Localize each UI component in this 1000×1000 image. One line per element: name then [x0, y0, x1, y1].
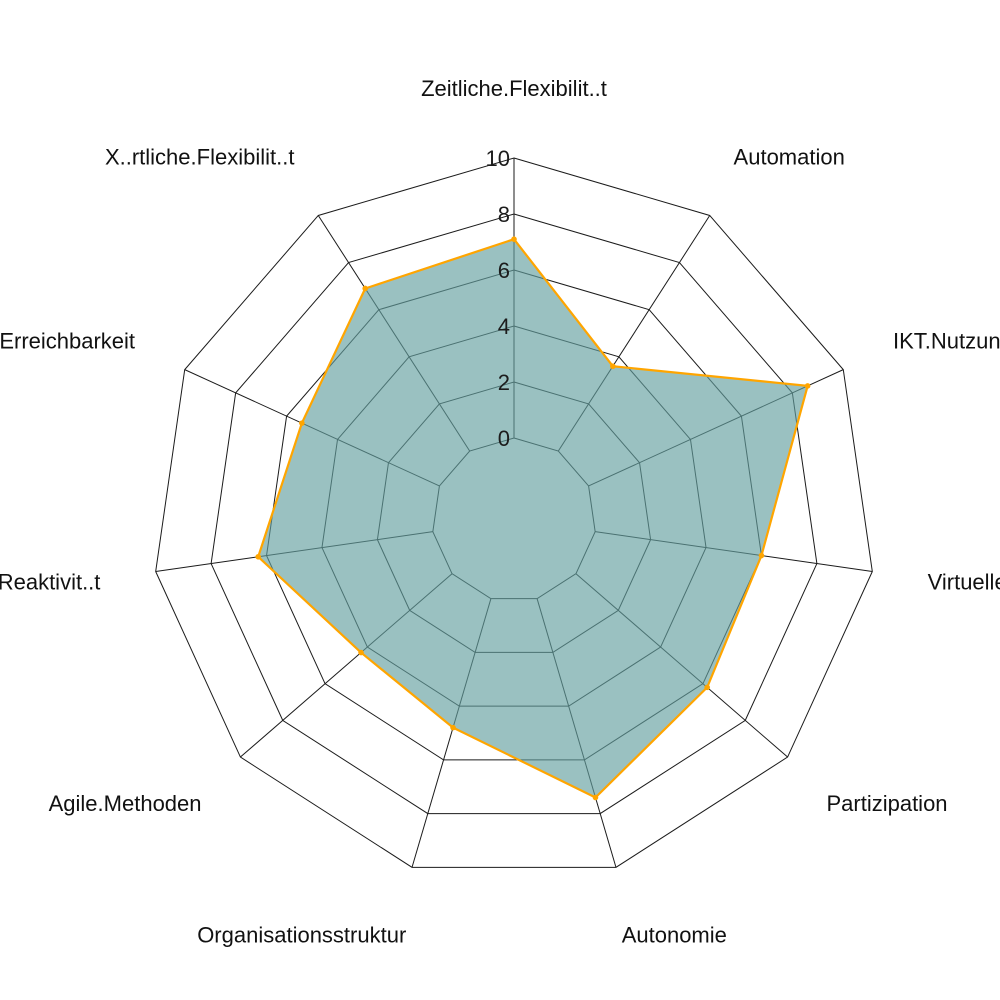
axis-label: Zeitliche.Flexibilit..t: [421, 76, 607, 101]
axis-label: IKT.Nutzung...Vernetz: [893, 329, 1000, 354]
tick-label: 4: [498, 314, 510, 339]
axis-label: o..Reaktivit..t: [0, 569, 100, 594]
axis-label: Virtuelle.Zusamme: [928, 569, 1000, 594]
data-point: [592, 794, 599, 801]
series-area: [257, 238, 809, 799]
radar-series: [255, 236, 811, 801]
axis-label: X..rtliche.Flexibilit..t: [105, 145, 295, 170]
axis-labels: Zeitliche.Flexibilit..t Automation IKT.Nut…: [0, 76, 1000, 948]
data-point: [299, 420, 305, 426]
data-point: [704, 684, 710, 691]
tick-label: 0: [498, 426, 510, 451]
grid-ring: [155, 157, 873, 868]
axis-label: Partizipation: [826, 791, 947, 816]
grid-ring: [210, 213, 818, 815]
data-point: [758, 552, 765, 559]
axis-label: Organisationsstruktur: [197, 923, 406, 948]
radial-tick-labels: 0 2 4 6 8 10: [486, 146, 510, 451]
tick-label: 6: [498, 258, 510, 283]
axis-label: Erreichbarkeit: [0, 329, 135, 354]
data-point: [255, 553, 262, 560]
data-point: [450, 724, 456, 731]
axis-label: Agile.Methoden: [49, 791, 202, 816]
data-point: [804, 383, 811, 389]
tick-label: 10: [486, 146, 510, 171]
data-point: [511, 236, 517, 242]
axis-label: Autonomie: [622, 923, 727, 948]
tick-label: 2: [498, 370, 510, 395]
tick-label: 8: [498, 202, 510, 227]
data-point: [358, 649, 364, 656]
axis-label: Automation: [734, 145, 845, 170]
data-point: [362, 285, 369, 292]
data-point: [610, 363, 616, 370]
